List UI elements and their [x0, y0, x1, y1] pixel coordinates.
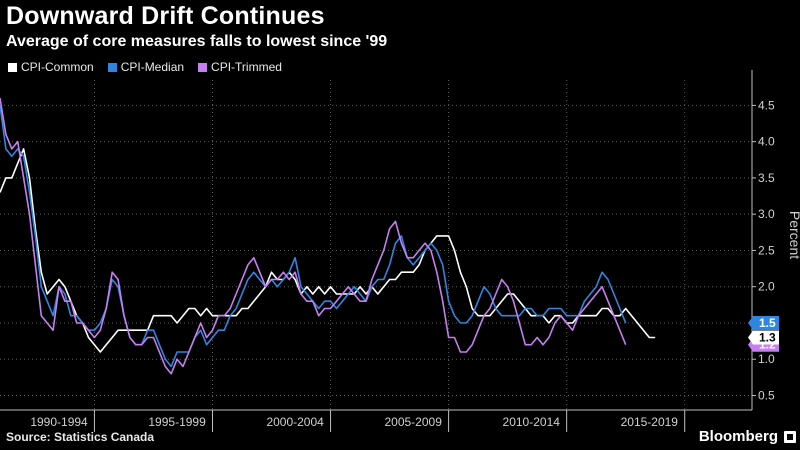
legend-swatch-common: [8, 62, 17, 72]
y-tick-label: 3.0: [758, 207, 775, 221]
x-tick-label: 2010-2014: [503, 415, 561, 429]
series-layer: [0, 97, 656, 375]
x-tick-label: 1990-1994: [30, 415, 88, 429]
bloomberg-icon: [784, 431, 796, 443]
x-tick-label: 2000-2004: [266, 415, 324, 429]
x-tick-label: 1995-1999: [148, 415, 206, 429]
legend-swatch-trimmed: [198, 62, 208, 72]
source-note: Source: Statistics Canada: [6, 430, 155, 444]
chart-title: Downward Drift Continues: [6, 2, 325, 30]
y-tick-label: 0.5: [758, 388, 775, 402]
last-value-box: [748, 315, 779, 330]
legend-swatch-median: [107, 62, 117, 72]
grid-layer: [0, 80, 752, 410]
legend-label-median: CPI-Median: [120, 60, 185, 74]
x-tick-label: 2015-2019: [621, 415, 679, 429]
x-tick-label: 2005-2009: [384, 415, 442, 429]
chart-subtitle: Average of core measures falls to lowest…: [6, 33, 388, 50]
y-axis-label: Percent: [787, 211, 800, 259]
last-value-label-cpi-median: 1.5: [748, 315, 779, 330]
last-value-label-cpi-common: 1.3: [748, 330, 779, 345]
legend-item-median: CPI-Median: [107, 60, 185, 74]
series-line-cpi-trimmed: [0, 97, 627, 375]
series-line-cpi-common: [0, 148, 656, 353]
last-value-box: [748, 330, 779, 345]
last-value-labels: 1.51.21.3: [748, 315, 779, 352]
y-tick-label: 4.5: [758, 98, 775, 112]
y-tick-label: 1.0: [758, 352, 775, 366]
y-tick-label: 2.0: [758, 280, 775, 294]
legend-item-trimmed: CPI-Trimmed: [198, 60, 282, 74]
legend-label-trimmed: CPI-Trimmed: [211, 60, 282, 74]
series-line-cpi-median: [0, 105, 627, 368]
chart-legend: CPI-Common CPI-Median CPI-Trimmed: [8, 60, 282, 74]
y-tick-label: 3.5: [758, 171, 775, 185]
y-tick-label: 2.5: [758, 243, 775, 257]
y-tick-label: 4.0: [758, 135, 775, 149]
axis-layer: 0.5 1.0 1.5 2.0 2.5 3.0 3.5 4.0 4.5 1990-1994 1995…: [0, 70, 775, 432]
last-value-text: 1.3: [759, 330, 776, 344]
legend-label-common: CPI-Common: [21, 60, 94, 74]
last-value-text: 1.5: [759, 316, 776, 330]
legend-item-common: CPI-Common: [8, 60, 94, 74]
bloomberg-logo: Bloomberg: [698, 428, 778, 445]
